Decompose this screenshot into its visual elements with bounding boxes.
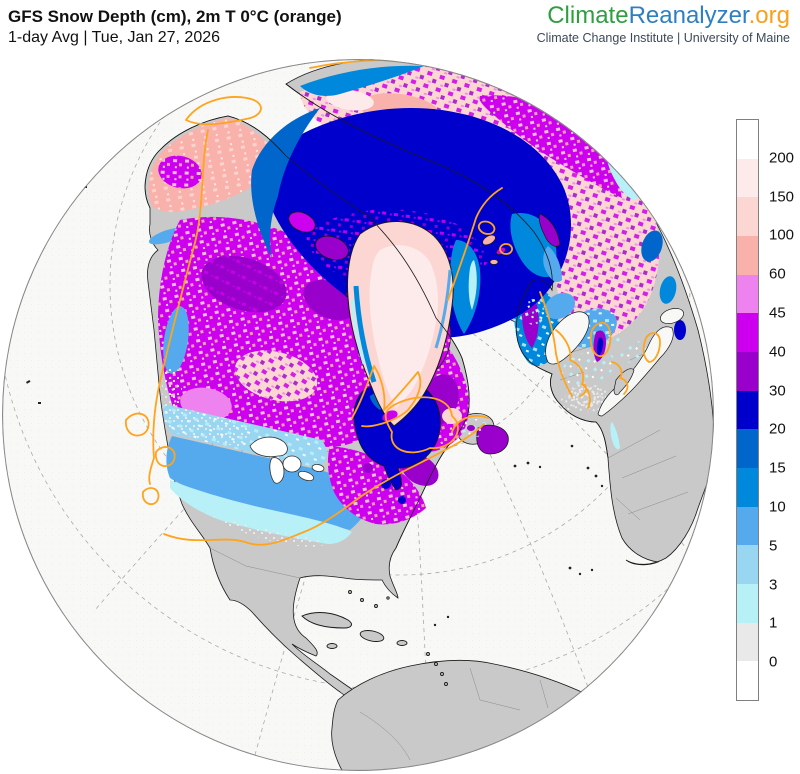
colorbar-segment bbox=[737, 545, 758, 585]
colorbar-label: 100 bbox=[769, 226, 795, 244]
globe-outline bbox=[2, 59, 714, 771]
iceland-snow bbox=[460, 419, 488, 437]
colorbar-segment bbox=[737, 584, 758, 623]
colorbar-segment bbox=[737, 429, 758, 469]
colorbar-label: 150 bbox=[769, 188, 795, 206]
greenland bbox=[347, 221, 454, 427]
black-sea bbox=[660, 308, 684, 324]
colorbar-segments bbox=[736, 119, 759, 701]
caribbean-islands bbox=[301, 590, 448, 686]
south-america-landmass bbox=[331, 659, 697, 771]
great-lakes bbox=[249, 436, 325, 484]
colorbar-segment bbox=[737, 313, 758, 353]
colorbar-segment bbox=[737, 120, 758, 159]
colorbar-label: 1 bbox=[769, 614, 778, 632]
logo-part-climate: Climate bbox=[547, 2, 629, 29]
page-subtitle: 1-day Avg | Tue, Jan 27, 2026 bbox=[8, 29, 221, 46]
colorbar-label: 30 bbox=[769, 382, 786, 400]
colorbar-segment bbox=[737, 661, 758, 701]
site-logo[interactable]: ClimateReanalyzer.org Climate Change Ins… bbox=[536, 3, 790, 46]
colorbar-label: 200 bbox=[769, 149, 795, 167]
colorbar-segment bbox=[737, 197, 758, 237]
alaska-snow bbox=[148, 118, 278, 245]
colorbar-segment bbox=[737, 622, 758, 662]
logo-part-reanalyzer: Reanalyzer bbox=[628, 2, 749, 29]
colorbar-segment bbox=[737, 468, 758, 507]
colorbar-segment bbox=[737, 352, 758, 391]
page-title: GFS Snow Depth (cm), 2m T 0°C (orange) bbox=[8, 7, 342, 26]
logo-tagline: Climate Change Institute | University of… bbox=[536, 31, 790, 45]
logo-part-org: .org bbox=[748, 2, 790, 29]
header: GFS Snow Depth (cm), 2m T 0°C (orange) 1… bbox=[8, 6, 342, 48]
colorbar-label: 3 bbox=[769, 576, 778, 594]
colorbar-label: 60 bbox=[769, 265, 786, 283]
colorbar-segment bbox=[737, 274, 758, 314]
colorbar-segment bbox=[737, 158, 758, 198]
colorbar-label: 40 bbox=[769, 343, 786, 361]
colorbar-label: 10 bbox=[769, 498, 786, 516]
colorbar-label: 20 bbox=[769, 420, 786, 438]
colorbar-label: 5 bbox=[769, 537, 778, 555]
colorbar: 200 150 100 60 45 40 30 20 15 10 5 3 1 0 bbox=[736, 119, 800, 701]
colorbar-segment bbox=[737, 390, 758, 430]
colorbar-label: 45 bbox=[769, 304, 786, 322]
colorbar-segment bbox=[737, 236, 758, 275]
colorbar-label: 15 bbox=[769, 459, 786, 477]
logo-wordmark[interactable]: ClimateReanalyzer.org bbox=[537, 3, 790, 29]
uk-snow bbox=[523, 299, 545, 325]
colorbar-segment bbox=[737, 506, 758, 546]
us-snow-band bbox=[163, 404, 426, 547]
coastline-overlay bbox=[144, 83, 609, 549]
colorbar-label: 0 bbox=[769, 653, 778, 671]
